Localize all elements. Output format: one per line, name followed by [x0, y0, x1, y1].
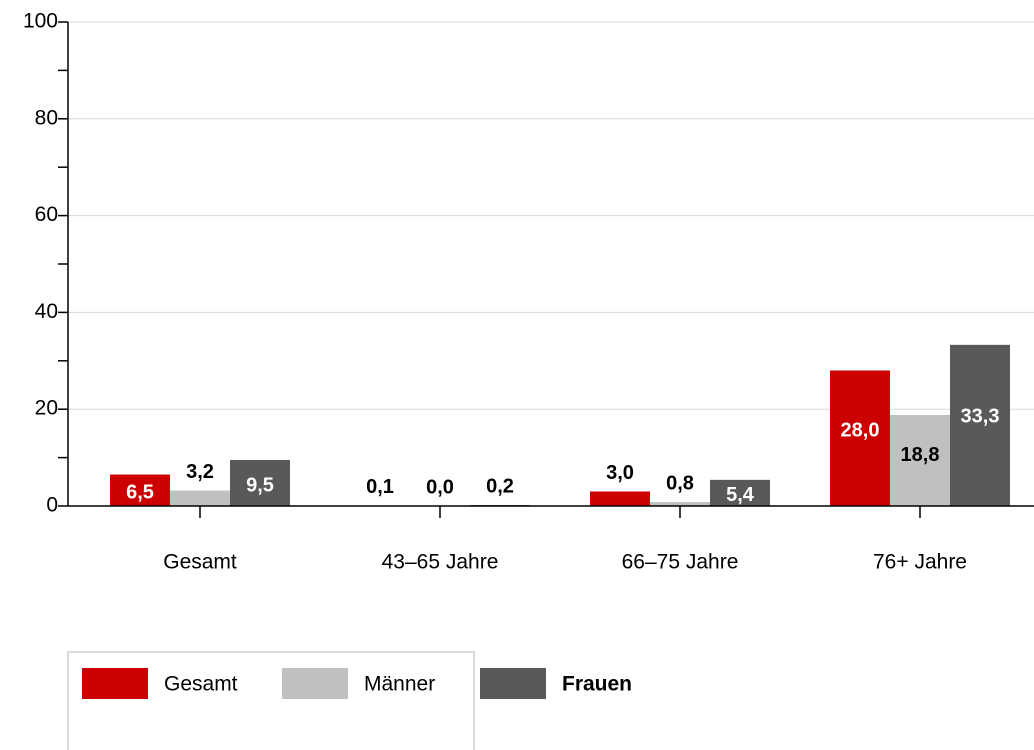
value-label: 18,8 [901, 444, 940, 466]
legend-swatch [282, 668, 348, 699]
legend-box [67, 651, 475, 750]
bar [170, 490, 230, 506]
value-label: 9,5 [246, 474, 274, 496]
bar [230, 460, 290, 506]
value-label: 6,5 [126, 482, 154, 504]
x-tick-label: 76+ Jahre [873, 551, 967, 574]
value-label: 0,1 [366, 476, 394, 498]
bar [650, 502, 710, 506]
x-tick-label: 43–65 Jahre [382, 551, 499, 574]
y-tick-label: 60 [35, 203, 58, 226]
value-label: 5,4 [726, 484, 755, 506]
value-label: 33,3 [961, 406, 1000, 428]
value-label: 3,0 [606, 462, 634, 484]
y-tick-label: 80 [35, 106, 58, 129]
y-tick-label: 100 [23, 10, 58, 33]
legend-swatch [480, 668, 546, 699]
legend-label: Frauen [562, 673, 632, 696]
value-label: 3,2 [186, 461, 214, 483]
bar [890, 415, 950, 506]
x-tick-label: 66–75 Jahre [622, 551, 739, 574]
value-label: 0,2 [486, 475, 514, 497]
bar [710, 479, 770, 506]
legend-label: Männer [364, 673, 435, 696]
y-tick-label: 0 [46, 494, 58, 517]
value-label: 0,0 [426, 476, 454, 498]
y-tick-label: 20 [35, 397, 58, 420]
bar [110, 474, 170, 506]
value-label: 0,8 [666, 472, 694, 494]
value-label: 28,0 [841, 420, 880, 442]
y-tick-label: 40 [35, 300, 58, 323]
bar [590, 491, 650, 506]
x-tick-label: Gesamt [163, 551, 237, 574]
bar [950, 344, 1010, 506]
legend-label: Gesamt [164, 673, 238, 696]
legend-swatch [82, 668, 148, 699]
bar [830, 370, 890, 506]
